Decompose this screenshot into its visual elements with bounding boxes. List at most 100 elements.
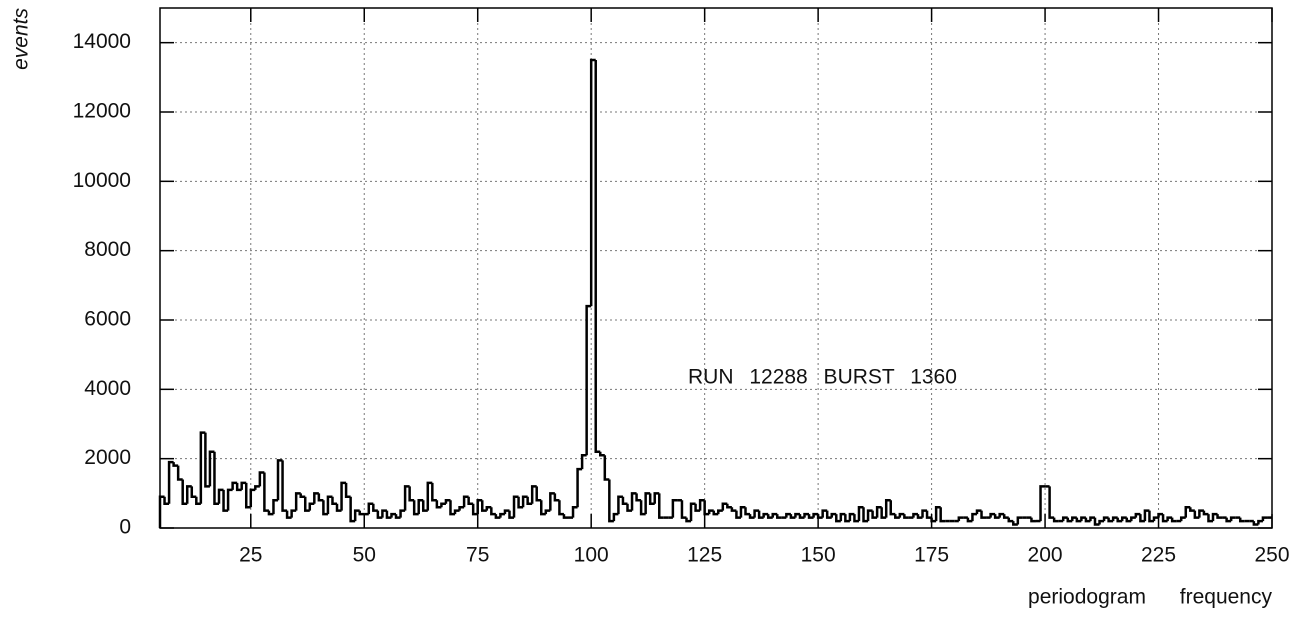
histogram-bin	[167, 460, 174, 504]
histogram-bin	[671, 499, 678, 518]
histogram-bin	[617, 495, 623, 515]
histogram-bin	[490, 507, 496, 516]
histogram-bin	[1170, 517, 1177, 523]
histogram-bin	[762, 512, 769, 518]
histogram-bin	[894, 514, 900, 519]
histogram-bin	[285, 510, 292, 519]
histogram-bin	[181, 479, 188, 505]
histogram-bin	[1111, 516, 1118, 522]
histogram-bin	[349, 496, 356, 523]
histogram-bin	[1107, 517, 1114, 523]
histogram-bin	[322, 500, 328, 516]
histogram-bin	[989, 512, 996, 518]
histogram-bin	[235, 482, 242, 492]
histogram-bin	[358, 510, 365, 516]
histogram-bin	[1075, 517, 1082, 523]
histogram-bin	[639, 500, 646, 516]
histogram-bin	[276, 459, 283, 501]
histogram-bin	[739, 505, 746, 518]
histogram-bin	[748, 514, 755, 519]
histogram-bin	[594, 60, 601, 453]
histogram-bin	[998, 512, 1005, 518]
histogram-bin	[821, 509, 828, 518]
plot-frame	[159, 7, 1273, 529]
histogram-bin	[185, 485, 192, 504]
histogram-bin	[903, 514, 909, 519]
histogram-bin	[317, 493, 324, 502]
histogram-bin	[335, 503, 342, 512]
histogram-bin	[440, 502, 446, 508]
histogram-bin	[1161, 514, 1168, 523]
histogram-bin	[707, 509, 714, 515]
histogram-bin	[353, 509, 360, 522]
histogram-bin	[1125, 517, 1132, 523]
histogram-bin	[925, 510, 932, 519]
y-tick-label: 2000	[84, 446, 131, 469]
histogram-bin	[884, 499, 891, 518]
histogram-bin	[258, 471, 265, 487]
histogram-bin	[204, 432, 210, 488]
histogram-bin	[753, 509, 760, 518]
histogram-bin	[966, 517, 973, 523]
histogram-bin	[481, 500, 487, 512]
histogram-bin	[580, 453, 587, 470]
histogram-bin	[585, 304, 592, 456]
histogram-bin	[589, 58, 596, 307]
histogram-bin	[163, 496, 170, 505]
histogram-bin	[1193, 510, 1200, 519]
histogram-bin	[499, 512, 505, 518]
histogram-bin	[272, 499, 279, 515]
histogram-bin	[254, 485, 260, 490]
histogram-bin	[213, 451, 220, 505]
histogram-bin	[730, 507, 737, 512]
histogram-bin	[771, 512, 778, 518]
histogram-bin	[331, 496, 338, 505]
histogram-bin	[626, 503, 633, 512]
histogram-bin	[526, 496, 533, 505]
histogram-bin	[1120, 516, 1127, 522]
histogram-bin	[549, 492, 555, 511]
histogram-bin	[553, 493, 560, 502]
histogram-bin	[1225, 517, 1232, 523]
histogram-bin	[1012, 521, 1018, 526]
histogram-bin	[571, 505, 578, 518]
histogram-bin	[344, 482, 351, 499]
histogram-bin	[512, 495, 519, 518]
histogram-bin	[830, 512, 837, 518]
histogram-bin	[1102, 516, 1109, 522]
histogram-bin	[644, 492, 651, 515]
histogram-bin	[698, 499, 705, 511]
histogram-bin	[476, 499, 483, 515]
histogram-bin	[612, 512, 619, 522]
histogram-bin	[1080, 516, 1086, 522]
histogram-bin	[1071, 516, 1077, 522]
histogram-bin	[912, 512, 918, 518]
histogram-bin	[485, 505, 492, 511]
histogram-bin	[1157, 512, 1164, 518]
histogram-bin	[717, 509, 723, 515]
histogram-bin	[471, 503, 478, 516]
histogram-bin	[281, 460, 288, 512]
histogram-bin	[372, 503, 378, 512]
histogram-bin	[1048, 486, 1055, 519]
histogram-bin	[930, 517, 937, 523]
histogram-bin	[376, 510, 383, 519]
histogram-bin	[313, 492, 319, 504]
histogram-bin	[458, 505, 465, 511]
histogram-bin	[726, 503, 732, 509]
histogram-bin	[412, 500, 419, 516]
histogram-bin	[408, 486, 415, 502]
histogram-bin	[1066, 517, 1073, 523]
histogram-bin	[921, 509, 928, 518]
histogram-bin	[326, 495, 333, 515]
histogram-bin	[1016, 516, 1023, 525]
histogram-bin	[544, 509, 551, 515]
histogram-bin	[294, 492, 301, 511]
histogram-bin	[399, 509, 406, 518]
histogram-bin	[980, 510, 987, 519]
histogram-bin	[1130, 516, 1136, 522]
histogram-bin	[1261, 516, 1268, 522]
histogram-bin	[1139, 514, 1145, 523]
histogram-bin	[290, 509, 297, 518]
